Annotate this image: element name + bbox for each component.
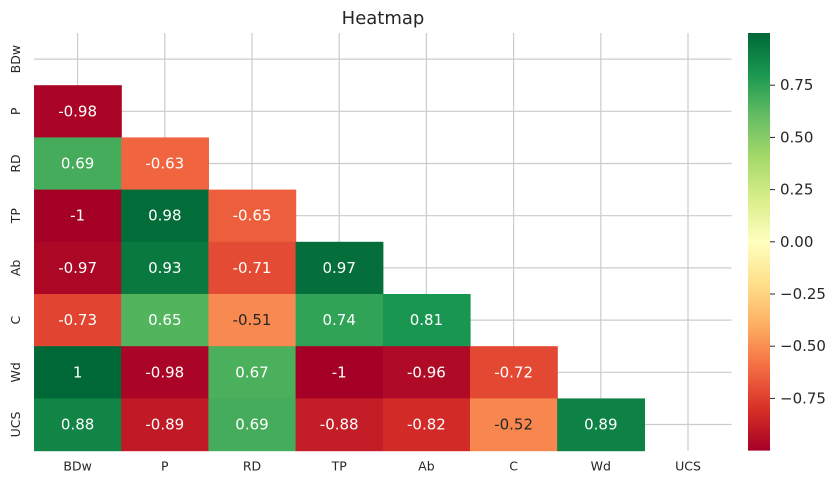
cell-value-label: -0.71 bbox=[233, 259, 272, 277]
x-tick-label: P bbox=[161, 459, 169, 474]
heatmap-cell bbox=[208, 189, 297, 243]
cell-value-label: -0.89 bbox=[145, 416, 184, 434]
heatmap-cell bbox=[208, 346, 297, 399]
cell-value-label: 0.88 bbox=[61, 416, 94, 434]
cell-value-label: -0.96 bbox=[407, 363, 446, 381]
heatmap-cell bbox=[295, 241, 384, 295]
heatmap-cell bbox=[295, 398, 384, 452]
x-tick-label: BDw bbox=[63, 459, 91, 474]
heatmap-cell bbox=[34, 85, 122, 138]
chart-title: Heatmap bbox=[342, 8, 425, 29]
heatmap-cell bbox=[34, 241, 122, 295]
colorbar-tick-label: −0.75 bbox=[780, 389, 826, 407]
y-tick-label: RD bbox=[8, 154, 23, 172]
heatmap-cell bbox=[557, 398, 645, 452]
cell-value-label: -0.52 bbox=[494, 416, 533, 434]
heatmap-cell bbox=[208, 241, 297, 295]
heatmap-cell bbox=[34, 189, 122, 243]
cell-value-label: -1 bbox=[332, 363, 347, 381]
y-tick-label: UCS bbox=[8, 412, 23, 438]
cell-value-label: 1 bbox=[73, 363, 83, 381]
heatmap-cell bbox=[121, 346, 209, 399]
heatmap-cell bbox=[382, 346, 471, 399]
colorbar-tick-label: 0.25 bbox=[780, 181, 813, 199]
x-tick-label: Wd bbox=[591, 459, 611, 474]
colorbar-tick-label: 0.50 bbox=[780, 128, 813, 146]
heatmap-cell bbox=[34, 294, 122, 347]
y-tick-label: P bbox=[8, 107, 23, 115]
cell-value-label: 0.97 bbox=[322, 259, 355, 277]
colorbar-tick-label: 0.00 bbox=[780, 233, 813, 251]
y-tick-label: C bbox=[8, 315, 23, 324]
colorbar-gradient bbox=[748, 33, 770, 451]
cell-value-label: 0.89 bbox=[584, 416, 617, 434]
x-tick-label: RD bbox=[243, 459, 261, 474]
heatmap-cell bbox=[470, 398, 558, 452]
cell-value-label: -0.72 bbox=[494, 363, 533, 381]
cell-value-label: -0.51 bbox=[233, 311, 272, 329]
heatmap-cell bbox=[34, 346, 122, 399]
cell-value-label: 0.69 bbox=[235, 416, 268, 434]
x-tick-label: UCS bbox=[675, 459, 701, 474]
heatmap-cell bbox=[121, 294, 209, 347]
cell-value-label: 0.81 bbox=[410, 311, 443, 329]
heatmap-cell bbox=[121, 241, 209, 295]
cell-value-label: -0.97 bbox=[58, 259, 97, 277]
heatmap-cell bbox=[208, 294, 297, 347]
heatmap-cells: -0.98 0.69 -0.63 -1 0.98 -0.65 -0.97 0.93 -0.71 0… bbox=[34, 85, 645, 452]
cell-value-label: 0.65 bbox=[148, 311, 181, 329]
heatmap-cell bbox=[34, 398, 122, 452]
cell-value-label: 0.93 bbox=[148, 259, 181, 277]
cell-value-label: 0.98 bbox=[148, 207, 181, 225]
heatmap-cell bbox=[295, 346, 384, 399]
cell-value-label: 0.67 bbox=[235, 363, 268, 381]
cell-value-label: -0.82 bbox=[407, 416, 446, 434]
colorbar-tick-label: −0.50 bbox=[780, 337, 826, 355]
colorbar-tick-label: 0.75 bbox=[780, 76, 813, 94]
heatmap-cell bbox=[470, 346, 558, 399]
heatmap-cell bbox=[382, 294, 471, 347]
heatmap-cell bbox=[34, 137, 122, 191]
y-tick-label: Wd bbox=[8, 362, 23, 382]
x-tick-label: Ab bbox=[418, 459, 435, 474]
x-tick-label: TP bbox=[331, 459, 348, 474]
y-tick-label: BDw bbox=[8, 45, 23, 73]
x-tick-label: C bbox=[509, 459, 518, 474]
cell-value-label: -1 bbox=[70, 207, 85, 225]
cell-value-label: -0.63 bbox=[145, 155, 184, 173]
heatmap-cell bbox=[208, 398, 297, 452]
heatmap-cell bbox=[121, 137, 209, 191]
cell-value-label: 0.69 bbox=[61, 155, 94, 173]
heatmap-cell bbox=[121, 398, 209, 452]
cell-value-label: -0.88 bbox=[320, 416, 359, 434]
cell-value-label: -0.73 bbox=[58, 311, 97, 329]
heatmap-cell bbox=[121, 189, 209, 243]
cell-value-label: -0.65 bbox=[233, 207, 272, 225]
y-tick-label: TP bbox=[8, 208, 23, 225]
x-tick-labels: BDw P RD TP Ab C Wd UCS bbox=[63, 459, 701, 474]
cell-value-label: -0.98 bbox=[145, 363, 184, 381]
y-tick-label: Ab bbox=[8, 260, 23, 277]
heatmap-cell bbox=[382, 398, 471, 452]
y-tick-labels: BDw P RD TP Ab C Wd UCS bbox=[8, 45, 23, 438]
cell-value-label: -0.98 bbox=[58, 102, 97, 120]
colorbar-tick-label: −0.25 bbox=[780, 285, 826, 303]
cell-value-label: 0.74 bbox=[322, 311, 355, 329]
colorbar: 0.75 0.50 0.25 0.00 −0.25 −0.50 −0.75 bbox=[748, 33, 826, 451]
heatmap-cell bbox=[295, 294, 384, 347]
